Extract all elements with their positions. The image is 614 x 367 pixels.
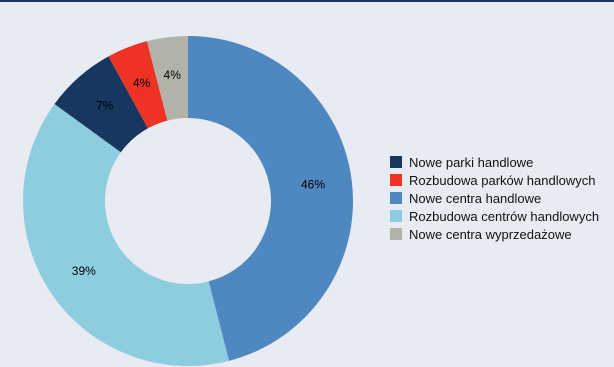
data-label-nowe-parki-handlowe: 7%: [96, 99, 114, 113]
slice-rozbudowa-parkow-handlowych: [108, 41, 168, 129]
legend-swatch: [390, 192, 402, 204]
legend-swatch: [390, 156, 402, 168]
data-label-rozbudowa-parkow-handlowych: 4%: [133, 76, 151, 90]
legend-item-nowe-parki: Nowe parki handlowe: [390, 153, 614, 171]
data-label-rozbudowa-centrow-handlowych: 39%: [72, 264, 96, 278]
slice-nowe-centra-handlowe: [188, 36, 353, 361]
legend-swatch: [390, 174, 402, 186]
legend-label: Rozbudowa centrów handlowych: [409, 208, 600, 224]
legend-item-rozbudowa-parkow: Rozbudowa parków handlowych: [390, 171, 614, 189]
legend-label: Nowe centra wyprzedażowe: [409, 226, 572, 242]
data-label-nowe-centra-handlowe: 46%: [301, 177, 325, 191]
legend-item-nowe-outlet: Nowe centra wyprzedażowe: [390, 225, 614, 243]
chart-legend: Nowe parki handlowe Rozbudowa parków han…: [390, 153, 614, 243]
legend-item-nowe-centra: Nowe centra handlowe: [390, 189, 614, 207]
legend-swatch: [390, 210, 402, 222]
legend-label: Nowe centra handlowe: [409, 190, 542, 206]
slice-rozbudowa-centrow-handlowych: [23, 104, 230, 366]
top-border: [0, 0, 614, 2]
legend-label: Nowe parki handlowe: [409, 154, 534, 170]
slice-nowe-parki-handlowe: [54, 56, 149, 153]
data-label-nowe-centra-wyprzedazowe: 4%: [164, 68, 182, 82]
legend-label: Rozbudowa parków handlowych: [409, 172, 596, 188]
legend-item-rozbudowa-centrow: Rozbudowa centrów handlowych: [390, 207, 614, 225]
legend-swatch: [390, 228, 402, 240]
slice-nowe-centra-wyprzedazowe: [146, 36, 188, 121]
